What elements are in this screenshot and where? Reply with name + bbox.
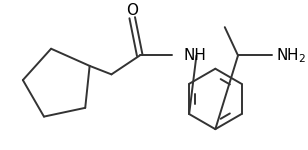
Text: NH: NH bbox=[183, 48, 206, 63]
Text: O: O bbox=[126, 3, 138, 18]
Text: NH$_2$: NH$_2$ bbox=[276, 46, 306, 65]
